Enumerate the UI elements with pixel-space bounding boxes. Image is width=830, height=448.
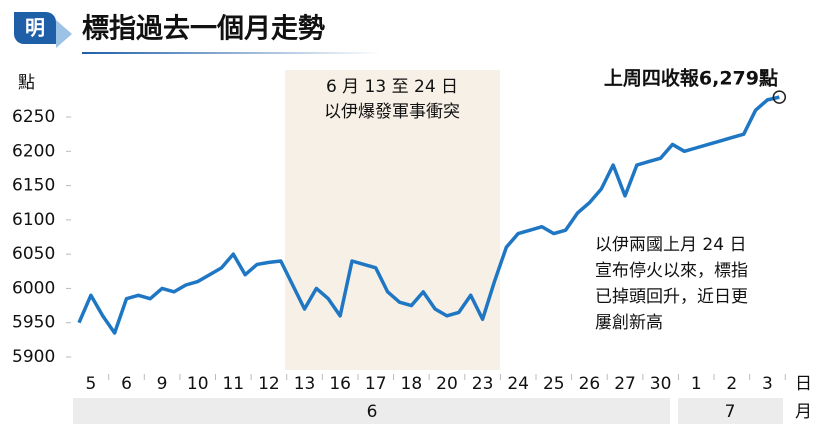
y-tick-label: 6250	[12, 107, 55, 127]
y-tick-label: 5900	[12, 347, 55, 367]
line	[77, 95, 780, 335]
x-tick-label: 30	[650, 374, 672, 394]
y-tick-label: 6100	[12, 210, 55, 230]
x-tick-label: 6	[121, 374, 132, 394]
month-unit: 月	[795, 402, 812, 422]
right-note: 宣布停火以來，標指	[595, 261, 748, 281]
y-tick-label: 6200	[12, 141, 55, 161]
x-tick-label: 11	[222, 374, 244, 394]
y-axis-label: 點	[18, 73, 35, 93]
x-tick-label: 26	[579, 374, 601, 394]
month-band	[73, 398, 670, 424]
month-label: 6	[367, 402, 378, 422]
right-note: 屢創新高	[595, 313, 663, 333]
x-tick-label: 1	[691, 374, 702, 394]
last-point-marker	[772, 90, 787, 104]
x-tick-label: 13	[294, 374, 316, 394]
shaded-note: 6 月 13 至 24 日	[326, 77, 458, 97]
y-tick-label: 6150	[12, 176, 55, 196]
logo: 明	[25, 16, 45, 40]
shaded-note: 以伊爆發軍事衝突	[324, 102, 460, 122]
logo-badge	[14, 12, 56, 44]
x-tick-label: 25	[543, 374, 565, 394]
x-tick-label: 18	[401, 374, 423, 394]
x-tick-label: 12	[258, 374, 280, 394]
y-tick-label: 6050	[12, 244, 55, 264]
x-tick-label: 16	[329, 374, 351, 394]
x-tick-label: 9	[157, 374, 168, 394]
month-band	[678, 398, 783, 424]
last-note: 上周四收報6,279點	[604, 67, 778, 90]
chart-title: 標指過去一個月走勢	[82, 14, 325, 45]
logo-arrow	[56, 20, 72, 48]
y-tick-label: 5950	[12, 313, 55, 333]
x-tick-label: 24	[507, 374, 529, 394]
x-tick-label: 5	[85, 374, 96, 394]
x-tick-label: 27	[614, 374, 636, 394]
title-rule	[82, 52, 382, 54]
x-tick-label: 20	[436, 374, 458, 394]
x-tick-label: 3	[762, 374, 773, 394]
x-tick-label: 2	[726, 374, 737, 394]
month-label: 7	[725, 402, 736, 422]
x-unit: 日	[795, 374, 812, 394]
x-tick-label: 17	[365, 374, 387, 394]
right-note: 以伊兩國上月 24 日	[595, 235, 746, 255]
x-tick-label: 23	[472, 374, 494, 394]
right-note: 已掉頭回升，近日更	[595, 287, 748, 307]
x-tick-label: 10	[187, 374, 209, 394]
shaded-period	[285, 70, 500, 370]
y-tick-label: 6000	[12, 278, 55, 298]
